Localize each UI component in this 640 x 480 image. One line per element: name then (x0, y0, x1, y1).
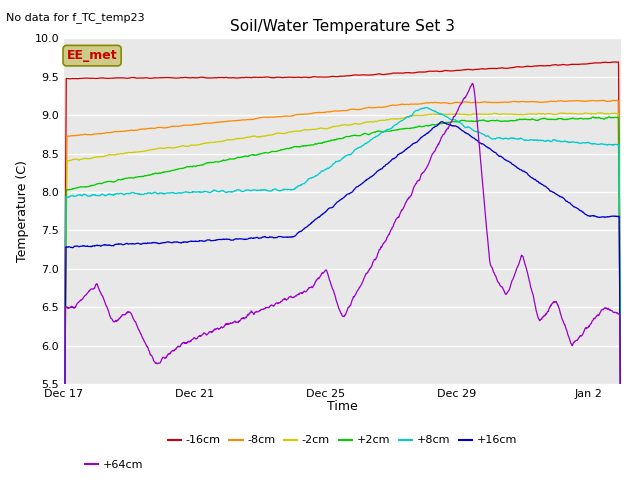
Line: -16cm: -16cm (64, 62, 621, 418)
-2cm (506, 111, 513, 117)
X-axis label: Time: Time (327, 400, 358, 413)
Legend: +64cm: +64cm (81, 455, 148, 474)
-2cm (351, 120, 358, 126)
Text: No data for f_TC_temp23: No data for f_TC_temp23 (6, 12, 145, 23)
-16cm (506, 65, 513, 71)
+2cm (153, 171, 161, 177)
-8cm (153, 125, 161, 131)
Title: Soil/Water Temperature Set 3: Soil/Water Temperature Set 3 (230, 20, 455, 35)
+64cm (153, 361, 161, 367)
+8cm (375, 132, 383, 137)
-2cm (375, 118, 383, 123)
+8cm (351, 147, 358, 153)
+8cm (617, 418, 625, 423)
-16cm (60, 415, 68, 420)
+16cm (351, 186, 358, 192)
Line: +64cm: +64cm (64, 84, 621, 480)
-16cm (163, 74, 170, 80)
+2cm (320, 139, 328, 145)
+2cm (351, 132, 358, 138)
+8cm (423, 105, 431, 110)
+64cm (351, 294, 358, 300)
+2cm (163, 169, 170, 175)
-2cm (617, 419, 625, 425)
+64cm (506, 286, 513, 291)
Line: +8cm: +8cm (64, 108, 621, 480)
Y-axis label: Temperature (C): Temperature (C) (16, 160, 29, 262)
+16cm (153, 240, 161, 245)
+16cm (506, 159, 513, 165)
-8cm (163, 125, 170, 131)
-2cm (596, 110, 604, 116)
-8cm (320, 109, 328, 115)
-2cm (163, 144, 170, 150)
Text: EE_met: EE_met (67, 49, 117, 62)
+2cm (617, 435, 625, 441)
+64cm (320, 270, 328, 276)
+8cm (153, 191, 161, 196)
+8cm (506, 135, 513, 141)
+16cm (320, 210, 328, 216)
+2cm (605, 114, 613, 120)
+16cm (375, 167, 383, 173)
-8cm (351, 106, 358, 112)
-2cm (153, 146, 161, 152)
Line: +16cm: +16cm (64, 122, 621, 480)
-16cm (320, 74, 328, 80)
Line: -2cm: -2cm (64, 113, 621, 480)
+2cm (506, 118, 513, 124)
Line: +2cm: +2cm (64, 117, 621, 478)
-16cm (614, 59, 622, 65)
-8cm (506, 99, 513, 105)
-8cm (60, 468, 68, 474)
+64cm (469, 81, 477, 86)
+16cm (438, 119, 446, 125)
+2cm (375, 128, 383, 134)
+8cm (163, 190, 170, 196)
-2cm (320, 125, 328, 131)
+16cm (163, 239, 170, 245)
+8cm (320, 168, 328, 174)
-16cm (153, 75, 161, 81)
-8cm (375, 104, 383, 110)
-16cm (617, 407, 625, 412)
-8cm (617, 411, 625, 417)
-16cm (375, 71, 383, 77)
+64cm (163, 354, 170, 360)
+64cm (375, 248, 383, 253)
Line: -8cm: -8cm (64, 100, 621, 471)
+16cm (617, 459, 625, 465)
-16cm (351, 72, 358, 78)
-8cm (614, 97, 621, 103)
+2cm (60, 475, 68, 480)
